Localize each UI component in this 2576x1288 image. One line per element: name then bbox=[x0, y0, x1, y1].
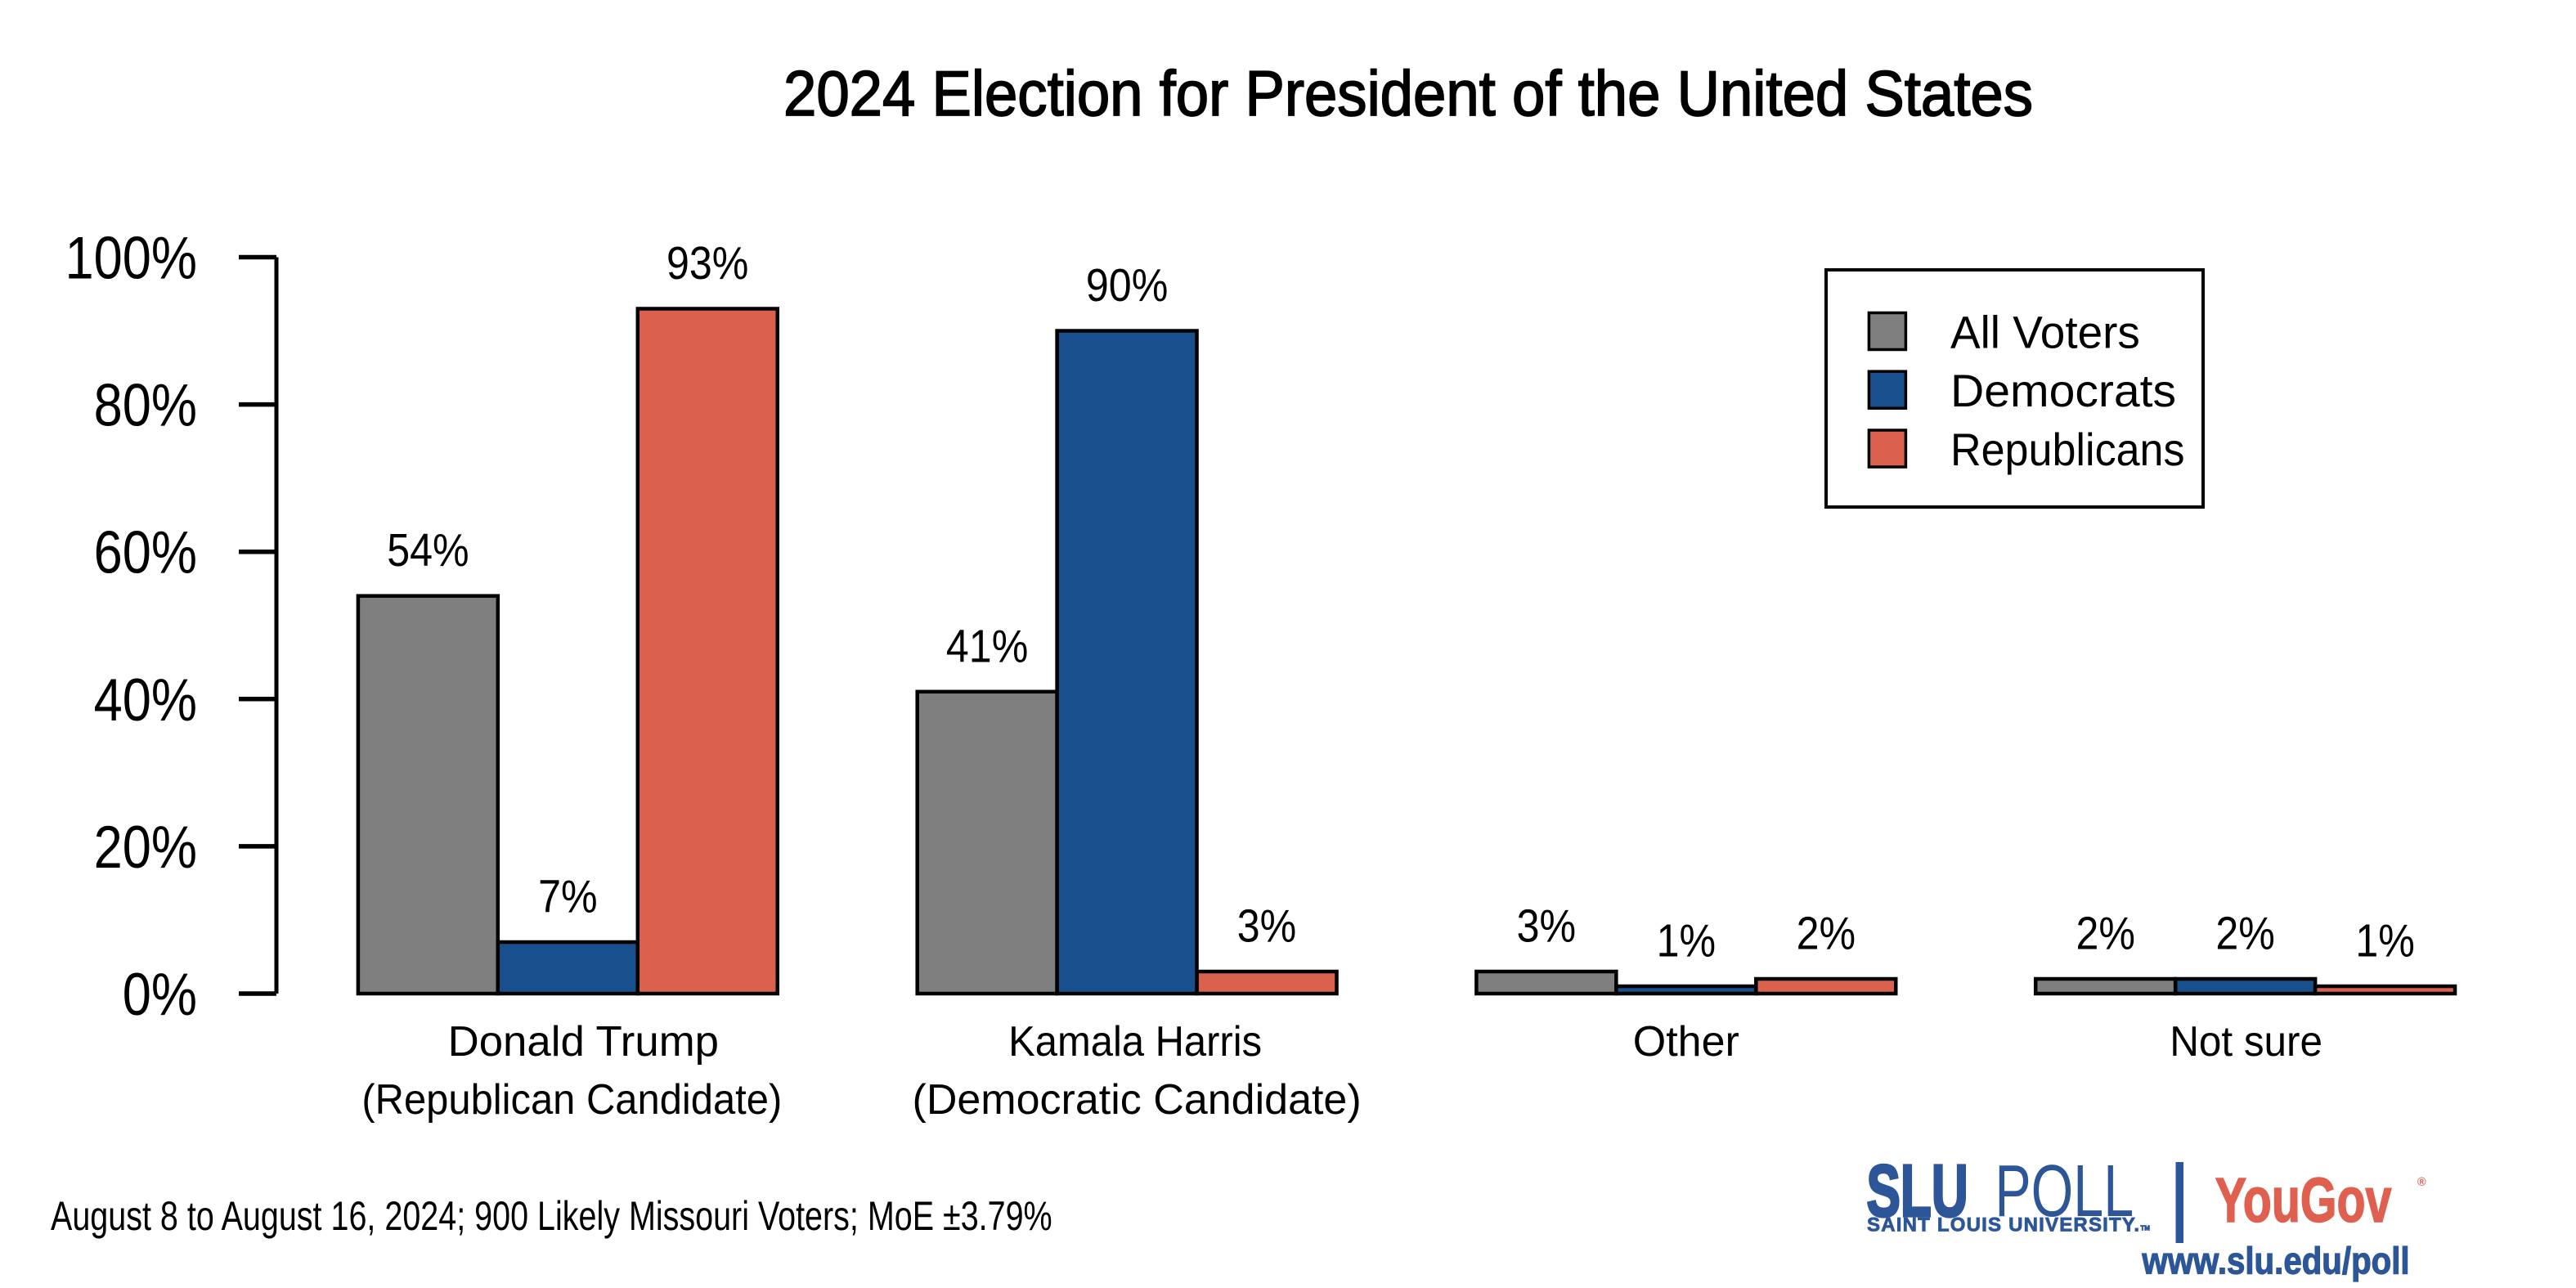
svg-text:3%: 3% bbox=[1517, 900, 1576, 953]
svg-text:2%: 2% bbox=[2076, 908, 2134, 960]
svg-text:(Republican Candidate): (Republican Candidate) bbox=[361, 1076, 782, 1123]
svg-text:SLU: SLU bbox=[1867, 1150, 1968, 1232]
svg-text:YouGov: YouGov bbox=[2215, 1166, 2392, 1236]
svg-text:All Voters: All Voters bbox=[1950, 307, 2140, 358]
svg-text:1%: 1% bbox=[1657, 915, 1716, 967]
svg-text:41%: 41% bbox=[946, 620, 1028, 672]
svg-text:90%: 90% bbox=[1086, 259, 1168, 312]
svg-text:3%: 3% bbox=[1237, 900, 1296, 953]
svg-text:0%: 0% bbox=[123, 962, 197, 1028]
svg-text:2%: 2% bbox=[2215, 908, 2274, 960]
svg-text:40%: 40% bbox=[94, 667, 197, 734]
svg-text:www.slu.edu/poll: www.slu.edu/poll bbox=[2141, 1241, 2409, 1282]
svg-text:2024 Election for President of: 2024 Election for President of the Unite… bbox=[783, 58, 2033, 129]
svg-text:Other: Other bbox=[1633, 1017, 1739, 1065]
svg-text:80%: 80% bbox=[94, 372, 197, 438]
svg-text:Kamala Harris: Kamala Harris bbox=[1008, 1018, 1262, 1065]
svg-text:Republicans: Republicans bbox=[1950, 424, 2185, 475]
svg-text:2%: 2% bbox=[1797, 908, 1856, 960]
svg-text:20%: 20% bbox=[94, 815, 197, 881]
svg-text:93%: 93% bbox=[666, 237, 748, 289]
svg-text:SAINT LOUIS UNIVERSITY.TM: SAINT LOUIS UNIVERSITY.TM bbox=[1867, 1214, 2150, 1236]
svg-text:7%: 7% bbox=[538, 871, 597, 923]
svg-text:POLL: POLL bbox=[1995, 1149, 2134, 1232]
svg-text:54%: 54% bbox=[387, 524, 469, 577]
svg-text:August 8 to August 16, 2024; 9: August 8 to August 16, 2024; 900 Likely … bbox=[51, 1193, 1052, 1240]
svg-text:Not sure: Not sure bbox=[2170, 1017, 2322, 1065]
svg-text:®: ® bbox=[2417, 1176, 2426, 1189]
svg-text:100%: 100% bbox=[65, 225, 197, 291]
svg-text:Donald Trump: Donald Trump bbox=[448, 1019, 719, 1066]
svg-text:1%: 1% bbox=[2355, 915, 2414, 967]
svg-text:Democrats: Democrats bbox=[1950, 366, 2176, 416]
svg-text:60%: 60% bbox=[94, 519, 197, 586]
svg-text:(Democratic Candidate): (Democratic Candidate) bbox=[913, 1075, 1362, 1123]
